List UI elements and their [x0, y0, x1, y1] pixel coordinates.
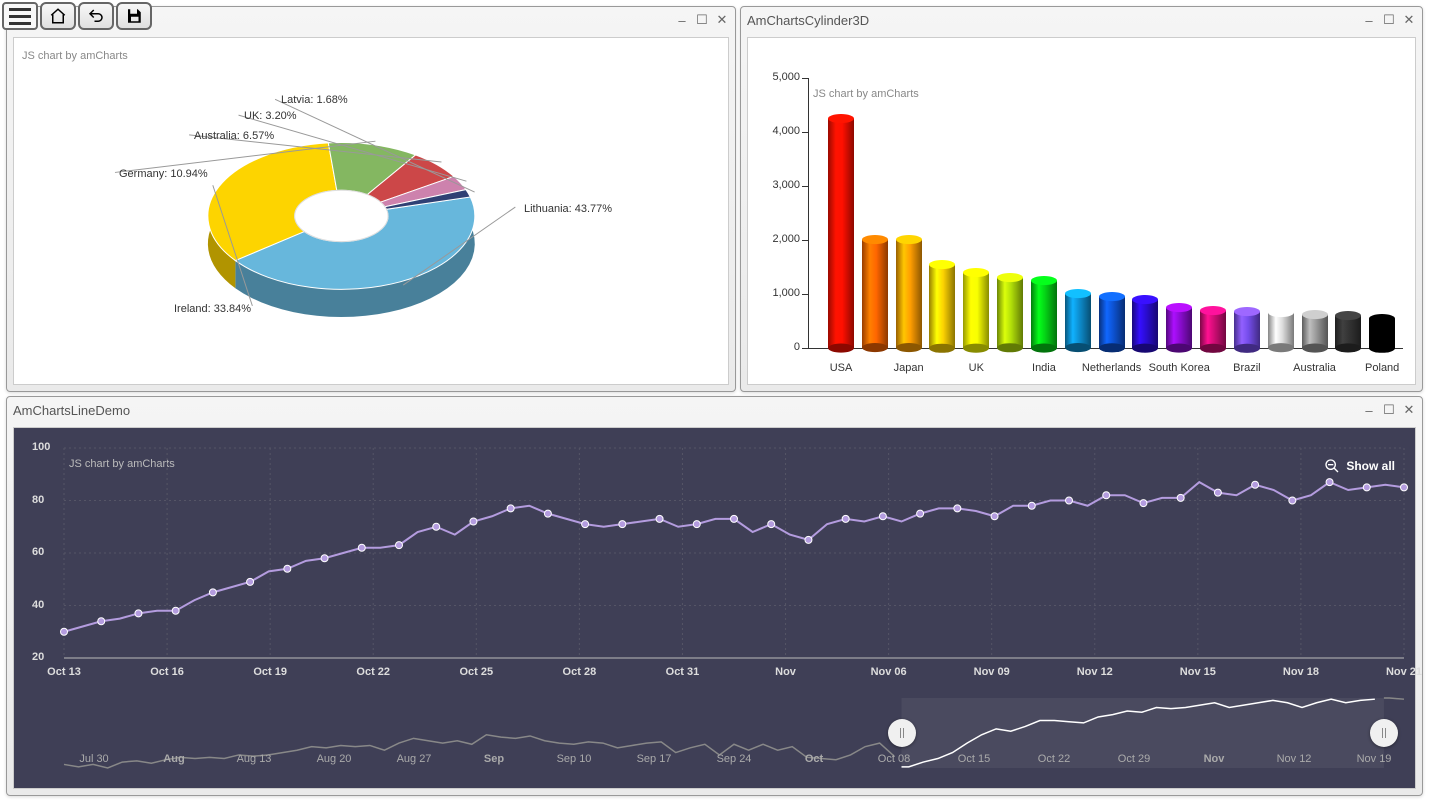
scrubber-xtick-label: Aug 13	[237, 753, 272, 765]
cylinder-panel: AmChartsCylinder3D – ☐ ✕ JS chart by amC…	[740, 6, 1423, 392]
cyl-ytick-label: 4,000	[760, 125, 800, 137]
minimize-button[interactable]: –	[1362, 403, 1376, 417]
cylinder-panel-title: AmChartsCylinder3D	[747, 13, 1362, 28]
cyl-category-label: Australia	[1293, 362, 1336, 374]
scrubber-xtick-label: Sep 17	[637, 753, 672, 765]
pie-slice-label: Australia: 6.57%	[194, 130, 274, 142]
scrubber-xtick-label: Nov	[1204, 753, 1225, 765]
pie-slice-label: Germany: 10.94%	[119, 168, 208, 180]
show-all-button[interactable]: Show all	[1324, 458, 1395, 474]
minimize-button[interactable]: –	[1362, 13, 1376, 27]
cylinder-panel-header[interactable]: AmChartsCylinder3D – ☐ ✕	[741, 7, 1422, 33]
cyl-category-label: Brazil	[1233, 362, 1261, 374]
pie-slice-label: Latvia: 1.68%	[281, 94, 348, 106]
cyl-category-label: Japan	[894, 362, 924, 374]
scrubber-xtick-label: Aug	[163, 753, 184, 765]
cyl-category-label: UK	[969, 362, 984, 374]
scrubber-xtick-label: Aug 27	[397, 753, 432, 765]
cyl-category-label: India	[1032, 362, 1056, 374]
save-icon	[125, 7, 143, 25]
line-panel-title: AmChartsLineDemo	[13, 403, 1362, 418]
scrubber-xtick-label: Sep 24	[717, 753, 752, 765]
scrubber-xtick-label: Nov 12	[1277, 753, 1312, 765]
line-panel: AmChartsLineDemo – ☐ ✕ JS chart by amCha…	[6, 396, 1423, 796]
scrubber-handle-left[interactable]	[888, 719, 916, 747]
scrubber-xtick-label: Sep	[484, 753, 504, 765]
cyl-ytick-label: 2,000	[760, 233, 800, 245]
save-button[interactable]	[116, 2, 152, 30]
cyl-ytick-label: 1,000	[760, 287, 800, 299]
cyl-ytick-label: 0	[760, 341, 800, 353]
scrubber-handle-right[interactable]	[1370, 719, 1398, 747]
close-button[interactable]: ✕	[1402, 13, 1416, 27]
scrubber-xtick-label: Oct	[805, 753, 823, 765]
scrubber-xtick-label: Oct 29	[1118, 753, 1150, 765]
undo-button[interactable]	[78, 2, 114, 30]
main-toolbar	[0, 0, 154, 32]
pie-panel: – ☐ ✕ JS chart by amCharts Lithuania: 43…	[6, 6, 736, 392]
pie-slice-label: UK: 3.20%	[244, 110, 297, 122]
cyl-category-label: USA	[830, 362, 853, 374]
pie-slice-label: Lithuania: 43.77%	[524, 203, 612, 215]
pie-panel-body: JS chart by amCharts Lithuania: 43.77%Ir…	[13, 37, 729, 385]
cyl-category-label: South Korea	[1149, 362, 1210, 374]
home-button[interactable]	[40, 2, 76, 30]
cyl-ytick-label: 5,000	[760, 71, 800, 83]
line-panel-body: JS chart by amCharts 20406080100Oct 13Oc…	[13, 427, 1416, 789]
maximize-button[interactable]: ☐	[695, 13, 709, 27]
line-chart: 20406080100Oct 13Oct 16Oct 19Oct 22Oct 2…	[14, 428, 1415, 788]
scrubber-xtick-label: Oct 15	[958, 753, 990, 765]
cyl-category-label: Netherlands	[1082, 362, 1141, 374]
pie-chart: Lithuania: 43.77% Ireland: 33.84% Germany:…	[14, 38, 728, 384]
scrubber-xtick-label: Aug 20	[317, 753, 352, 765]
cylinder-panel-body: JS chart by amCharts 01,0002,0003,0004,0…	[747, 37, 1416, 385]
minimize-button[interactable]: –	[675, 13, 689, 27]
pie-slice-label: Ireland: 33.84%	[174, 303, 251, 315]
zoom-out-icon	[1324, 458, 1340, 474]
maximize-button[interactable]: ☐	[1382, 403, 1396, 417]
menu-button[interactable]	[2, 2, 38, 30]
scrubber-xtick-label: Jul 30	[79, 753, 108, 765]
cylinder-chart: 0 1,000 2,000 3,000 4,000 5,000 USA Japan UK Indi…	[748, 38, 1415, 384]
undo-icon	[87, 7, 105, 25]
maximize-button[interactable]: ☐	[1382, 13, 1396, 27]
scrubber-xtick-label: Nov 19	[1357, 753, 1392, 765]
line-panel-header[interactable]: AmChartsLineDemo – ☐ ✕	[7, 397, 1422, 423]
cyl-category-label: Poland	[1365, 362, 1399, 374]
scrubber-xtick-label: Oct 08	[878, 753, 910, 765]
home-icon	[49, 7, 67, 25]
close-button[interactable]: ✕	[1402, 403, 1416, 417]
close-button[interactable]: ✕	[715, 13, 729, 27]
scrubber-xtick-label: Oct 22	[1038, 753, 1070, 765]
scrubber-xtick-label: Sep 10	[557, 753, 592, 765]
show-all-label: Show all	[1346, 459, 1395, 473]
cyl-ytick-label: 3,000	[760, 179, 800, 191]
